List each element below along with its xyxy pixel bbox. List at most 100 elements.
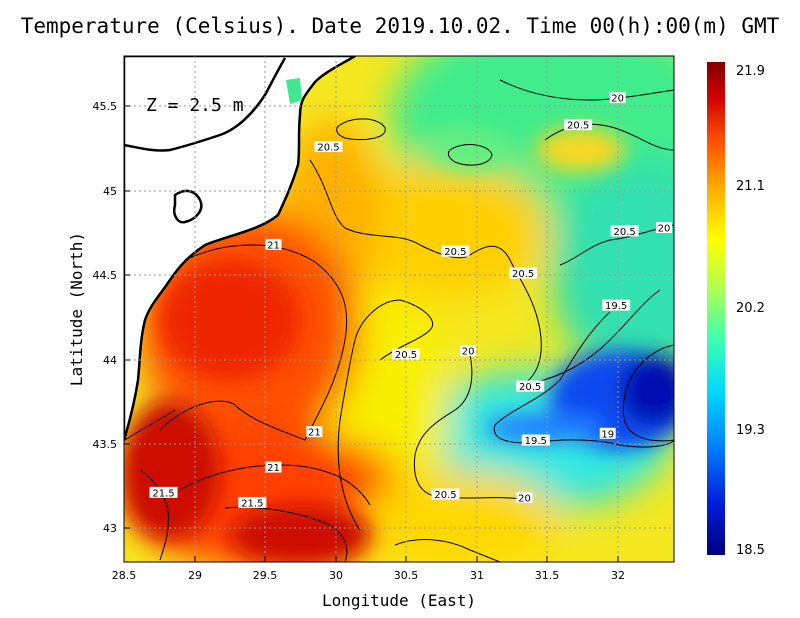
x-tick-label: 31 — [470, 569, 484, 582]
contour-label: 20.5 — [567, 121, 589, 132]
colorbar-gradient — [707, 62, 725, 555]
temperature-field — [124, 56, 674, 562]
contour-label-background — [460, 345, 477, 357]
contour-label-background — [656, 222, 672, 234]
colorbar-tick-label: 20.2 — [736, 301, 765, 316]
contour-19.5 — [493, 311, 674, 448]
contour-label-background — [149, 486, 178, 498]
colorbar-tick-label: 21.1 — [736, 179, 765, 194]
contour-21-west — [159, 244, 348, 441]
contour-labels: 20 20.5 20.5 20.5 20 21 20.5 20.5 19.5 20.5 20 20.5… — [149, 92, 672, 509]
contour-label-background — [314, 141, 343, 153]
contour-label-background — [441, 245, 470, 257]
contour-label-background — [610, 225, 639, 237]
field-hot-south-core — [230, 505, 370, 562]
y-tick-label: 44.5 — [93, 269, 118, 282]
contour-label: 20.5 — [519, 382, 541, 393]
contour-20-south — [394, 539, 501, 562]
field-green-east — [550, 160, 674, 380]
x-tick-label: 31.5 — [535, 569, 560, 582]
contour-21.5-sw — [139, 469, 169, 561]
field-yellow-center — [330, 160, 550, 300]
contour-20.5-ne — [544, 123, 674, 151]
contour-20.5-east — [519, 289, 661, 386]
y-tick-label: 45 — [103, 185, 117, 198]
contour-19 — [622, 344, 674, 442]
x-tick-label: 32 — [611, 569, 625, 582]
contour-20.5-north — [309, 159, 542, 386]
graticule — [124, 56, 674, 562]
plot-frame — [123, 55, 675, 563]
y-tick-label: 45.5 — [93, 100, 118, 113]
contour-label: 19.5 — [605, 301, 627, 312]
field-cold-tongue — [485, 413, 605, 443]
contour-label-background — [238, 496, 267, 508]
contour-21-sw — [124, 409, 176, 441]
y-tick-labels: 45.5 45 44.5 44 43.5 43 — [93, 100, 118, 535]
contour-label: 20.5 — [614, 227, 636, 238]
colorbar-tick-label: 19.3 — [736, 423, 765, 438]
contour-20.5-ring2 — [447, 144, 493, 166]
field-deep-blue-core — [620, 355, 674, 425]
contour-20-center — [413, 354, 531, 501]
field-green-patch-north — [430, 130, 510, 170]
contour-label: 20 — [611, 94, 624, 105]
y-tick-label: 43 — [103, 522, 117, 535]
contour-label-background — [431, 488, 460, 500]
contour-label-background — [265, 238, 282, 250]
field-yellow-south — [360, 470, 560, 562]
contour-label-background — [602, 299, 631, 311]
contour-label-background — [509, 267, 538, 279]
field-hot-west-core — [160, 260, 300, 380]
contour-20.5-ring — [336, 118, 386, 141]
field-yellow-patch-ne — [535, 128, 625, 172]
colorbar-tick-label: 21.9 — [736, 64, 765, 79]
x-tick-label: 29 — [188, 569, 202, 582]
contour-label: 20.5 — [434, 490, 456, 501]
contour-label-background — [265, 461, 282, 473]
contour-label-background — [516, 491, 533, 503]
colorbar: 21.9 21.1 20.2 19.3 18.5 — [707, 62, 765, 558]
map-title: Temperature (Celsius). Date 2019.10.02. … — [20, 14, 780, 38]
contour-label-background — [521, 434, 550, 446]
contour-21-south — [179, 464, 371, 506]
contour-label-background — [392, 348, 421, 360]
depth-label: Z = 2.5 m — [146, 95, 244, 116]
y-tick-label: 43.5 — [93, 438, 118, 451]
contour-label: 19 — [601, 429, 614, 440]
contour-label: 21 — [267, 463, 280, 474]
contour-label: 20.5 — [444, 247, 466, 258]
contour-label: 20 — [518, 493, 531, 504]
contour-20.5-mid — [337, 299, 433, 531]
contour-label: 21.5 — [241, 498, 263, 509]
contour-label: 20 — [462, 347, 475, 358]
contour-label: 21 — [308, 428, 321, 439]
contour-label-background — [306, 426, 323, 438]
colorbar-tick-label: 18.5 — [736, 543, 765, 558]
field-hot-southwest — [124, 400, 220, 540]
contour-label-background — [564, 119, 593, 131]
contour-label: 19.5 — [525, 436, 547, 447]
x-tick-label: 30 — [329, 569, 343, 582]
kerch-green-patch — [286, 78, 302, 104]
contour-label: 20 — [658, 224, 671, 235]
contour-20-east — [559, 224, 674, 266]
x-tick-label: 28.5 — [112, 569, 137, 582]
x-tick-labels: 28.5 29 29.5 30 30.5 31 31.5 32 — [112, 569, 625, 582]
contour-label-background — [516, 380, 545, 392]
x-tick-label: 30.5 — [394, 569, 419, 582]
contour-label: 21.5 — [152, 488, 174, 499]
contour-20-ne — [499, 79, 674, 101]
contour-label: 20.5 — [317, 143, 339, 154]
land-coastline — [124, 56, 357, 442]
y-axis-label: Latitude (North) — [67, 232, 86, 386]
contour-label: 20.5 — [512, 269, 534, 280]
contour-label-background — [599, 427, 616, 439]
land-area — [124, 56, 357, 442]
contour-lines — [124, 79, 674, 562]
x-tick-label: 29.5 — [253, 569, 278, 582]
y-tick-label: 44 — [103, 354, 117, 367]
contour-label: 20.5 — [395, 350, 417, 361]
contour-label: 21 — [267, 240, 280, 251]
